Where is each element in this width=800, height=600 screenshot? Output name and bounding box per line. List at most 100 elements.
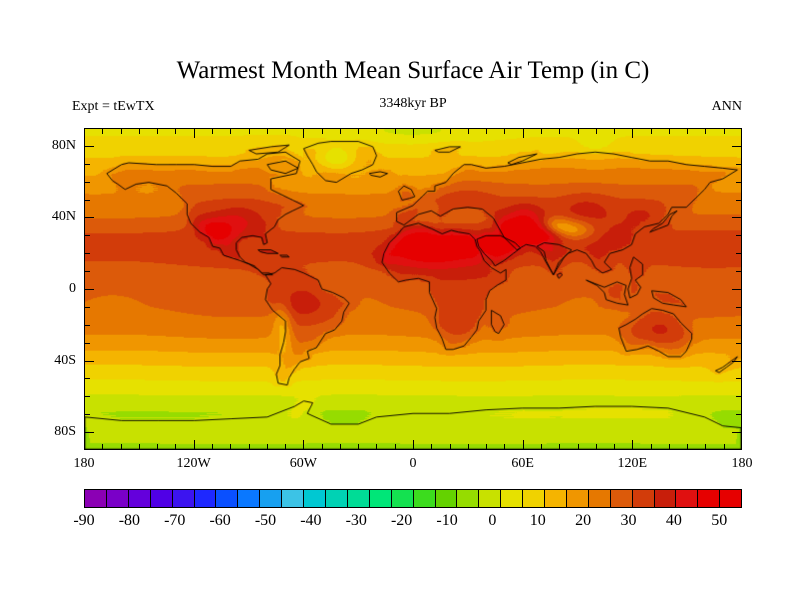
tick-mark bbox=[157, 129, 158, 134]
colorbar-segment bbox=[501, 490, 524, 507]
tick-mark bbox=[85, 217, 94, 218]
tick-mark bbox=[431, 129, 432, 134]
colorbar-segment bbox=[457, 490, 480, 507]
tick-mark bbox=[85, 200, 90, 201]
tick-mark bbox=[736, 414, 741, 415]
tick-mark bbox=[736, 378, 741, 379]
colorbar-segment bbox=[435, 490, 458, 507]
tick-mark bbox=[395, 129, 396, 134]
tick-mark bbox=[121, 129, 122, 134]
latitude-tick-label: 0 bbox=[69, 281, 76, 296]
tick-mark bbox=[395, 444, 396, 449]
tick-mark bbox=[736, 164, 741, 165]
tick-mark bbox=[578, 444, 579, 449]
colorbar-segment bbox=[172, 490, 195, 507]
tick-mark bbox=[632, 440, 633, 449]
colorbar-tick-label: -20 bbox=[390, 512, 413, 529]
tick-mark bbox=[523, 440, 524, 449]
tick-mark bbox=[303, 129, 304, 138]
tick-mark bbox=[322, 444, 323, 449]
tick-mark bbox=[85, 361, 94, 362]
tick-mark bbox=[85, 325, 90, 326]
tick-mark bbox=[486, 129, 487, 134]
tick-mark bbox=[376, 129, 377, 134]
tick-mark bbox=[541, 129, 542, 134]
tick-mark bbox=[614, 129, 615, 134]
tick-mark bbox=[450, 444, 451, 449]
longitude-tick-label: 60E bbox=[511, 456, 534, 471]
tick-mark bbox=[85, 289, 94, 290]
colorbar-segment bbox=[325, 490, 348, 507]
tick-mark bbox=[669, 444, 670, 449]
tick-mark bbox=[358, 129, 359, 134]
colorbar-segment bbox=[347, 490, 370, 507]
colorbar-segment bbox=[369, 490, 392, 507]
longitude-tick-label: 180 bbox=[731, 456, 753, 471]
tick-mark bbox=[285, 129, 286, 134]
tick-mark bbox=[736, 253, 741, 254]
season-label: ANN bbox=[711, 99, 742, 114]
tick-mark bbox=[85, 146, 94, 147]
latitude-tick-label: 80S bbox=[54, 424, 76, 440]
tick-mark bbox=[85, 396, 90, 397]
tick-mark bbox=[614, 444, 615, 449]
tick-mark bbox=[541, 444, 542, 449]
tick-mark bbox=[267, 444, 268, 449]
tick-mark bbox=[194, 129, 195, 138]
tick-mark bbox=[85, 253, 90, 254]
tick-mark bbox=[504, 444, 505, 449]
colorbar-tick-label: -90 bbox=[73, 512, 95, 529]
tick-mark bbox=[85, 414, 90, 415]
tick-mark bbox=[340, 129, 341, 134]
tick-mark bbox=[121, 444, 122, 449]
tick-mark bbox=[139, 444, 140, 449]
tick-mark bbox=[596, 444, 597, 449]
tick-mark bbox=[724, 444, 725, 449]
colorbar-segment bbox=[720, 490, 742, 507]
colorbar-tick-label: -30 bbox=[345, 512, 367, 529]
tick-mark bbox=[632, 129, 633, 138]
colorbar-segment bbox=[676, 490, 699, 507]
tick-mark bbox=[175, 444, 176, 449]
tick-mark bbox=[85, 307, 90, 308]
longitude-tick-label: 60W bbox=[289, 456, 317, 471]
tick-mark bbox=[376, 444, 377, 449]
tick-mark bbox=[230, 444, 231, 449]
colorbar-segment bbox=[128, 490, 151, 507]
tick-mark bbox=[85, 432, 94, 433]
tick-mark bbox=[157, 444, 158, 449]
colorbar-segment bbox=[566, 490, 589, 507]
colorbar-tick-label: 10 bbox=[529, 512, 546, 529]
tick-mark bbox=[651, 444, 652, 449]
tick-mark bbox=[736, 396, 741, 397]
colorbar-segment bbox=[632, 490, 655, 507]
tick-mark bbox=[431, 444, 432, 449]
colorbar-tick-label: 40 bbox=[665, 512, 682, 529]
latitude-tick-label: 80N bbox=[51, 137, 76, 153]
colorbar-segment bbox=[479, 490, 502, 507]
tick-mark bbox=[139, 129, 140, 134]
tick-mark bbox=[413, 440, 414, 449]
tick-mark bbox=[322, 129, 323, 134]
tick-mark bbox=[504, 129, 505, 134]
tick-mark bbox=[705, 129, 706, 134]
tick-mark bbox=[736, 325, 741, 326]
tick-mark bbox=[687, 444, 688, 449]
longitude-tick-label: 120W bbox=[176, 456, 211, 471]
colorbar-tick-label: -10 bbox=[436, 512, 458, 529]
tick-mark bbox=[267, 129, 268, 134]
tick-mark bbox=[736, 200, 741, 201]
latitude-tick-label: 40S bbox=[54, 352, 76, 368]
colorbar-segment bbox=[260, 490, 283, 507]
tick-mark bbox=[736, 307, 741, 308]
colorbar-segment bbox=[238, 490, 261, 507]
tick-mark bbox=[468, 444, 469, 449]
colorbar bbox=[84, 489, 742, 508]
colorbar-tick-label: 20 bbox=[575, 512, 592, 529]
colorbar-tick-label: -50 bbox=[254, 512, 277, 529]
page-title: Warmest Month Mean Surface Air Temp (in … bbox=[176, 57, 650, 84]
colorbar-segment bbox=[545, 490, 567, 507]
tick-mark bbox=[736, 182, 741, 183]
colorbar-tick-label: 30 bbox=[620, 512, 637, 529]
colorbar-segment bbox=[282, 490, 305, 507]
